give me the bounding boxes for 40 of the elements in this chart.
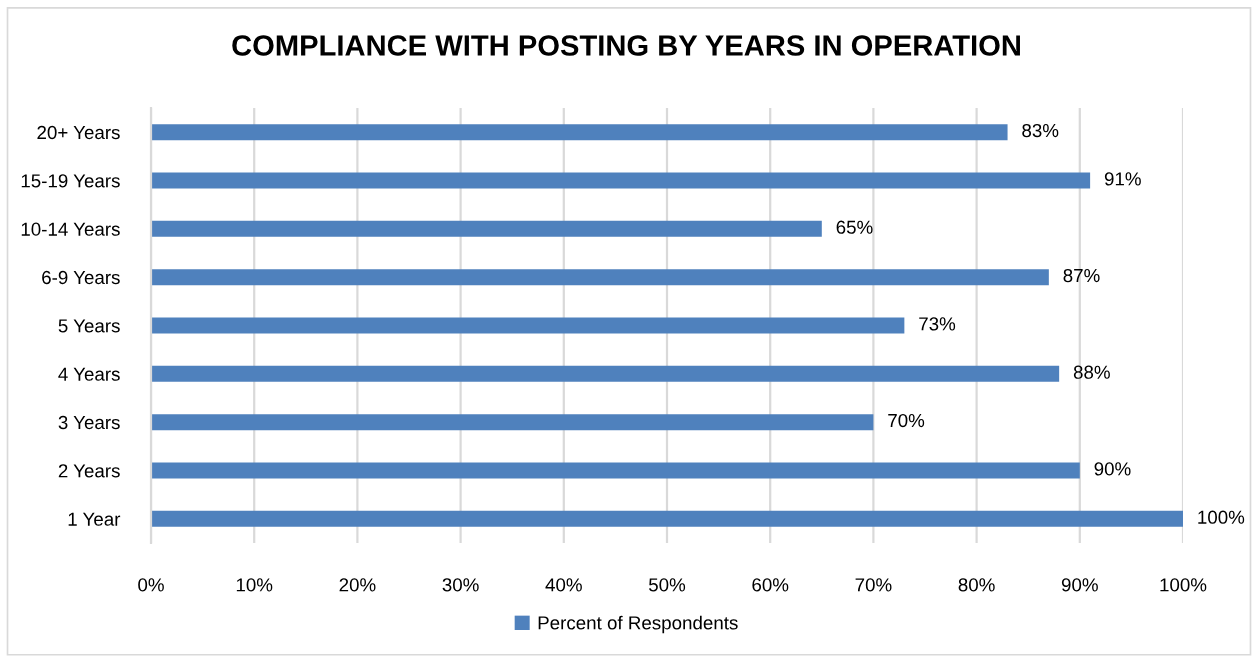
y-tick-label: 1 Year bbox=[68, 512, 121, 526]
legend-label: Percent of Respondents bbox=[538, 615, 738, 634]
x-tick-label: 50% bbox=[648, 578, 686, 592]
y-tick-label: 6-9 Years bbox=[42, 270, 120, 285]
data-label: 100% bbox=[1198, 510, 1245, 524]
y-tick-label: 20+ Years bbox=[37, 125, 120, 140]
bar bbox=[151, 462, 1080, 479]
x-tick-label: 80% bbox=[958, 578, 995, 592]
data-label: 87% bbox=[1063, 268, 1100, 283]
bar bbox=[151, 317, 905, 334]
x-tick-label: 60% bbox=[752, 578, 789, 592]
x-tick-label: 70% bbox=[855, 578, 892, 592]
bar bbox=[151, 172, 1091, 189]
y-tick-label: 5 Years bbox=[58, 319, 120, 333]
bar bbox=[151, 414, 874, 431]
data-label: 65% bbox=[836, 220, 873, 234]
x-tick-label: 30% bbox=[442, 578, 479, 592]
chart-title: COMPLIANCE WITH POSTING BY YEARS IN OPERATION bbox=[232, 35, 1020, 56]
bar bbox=[151, 365, 1060, 382]
data-label: 70% bbox=[888, 413, 925, 428]
data-label: 88% bbox=[1073, 365, 1110, 379]
bar bbox=[151, 510, 1183, 527]
data-label: 90% bbox=[1094, 462, 1131, 476]
data-label: 91% bbox=[1104, 172, 1141, 186]
y-tick-label: 3 Years bbox=[58, 415, 120, 430]
x-tick-label: 10% bbox=[236, 578, 273, 592]
bar bbox=[151, 124, 1008, 141]
data-label: 73% bbox=[919, 317, 956, 331]
y-tick-label: 4 Years bbox=[58, 367, 120, 381]
bar bbox=[151, 220, 822, 237]
x-tick-label: 90% bbox=[1061, 578, 1098, 592]
x-tick-label: 40% bbox=[545, 578, 582, 592]
y-tick-label: 2 Years bbox=[58, 464, 120, 478]
x-tick-label: 0% bbox=[138, 578, 164, 592]
bar bbox=[151, 269, 1049, 286]
x-tick-label: 20% bbox=[339, 578, 376, 592]
x-tick-label: 100% bbox=[1160, 578, 1207, 592]
y-tick-label: 15-19 Years bbox=[21, 174, 120, 188]
y-tick-label: 10-14 Years bbox=[21, 222, 120, 236]
data-label: 83% bbox=[1022, 123, 1059, 138]
